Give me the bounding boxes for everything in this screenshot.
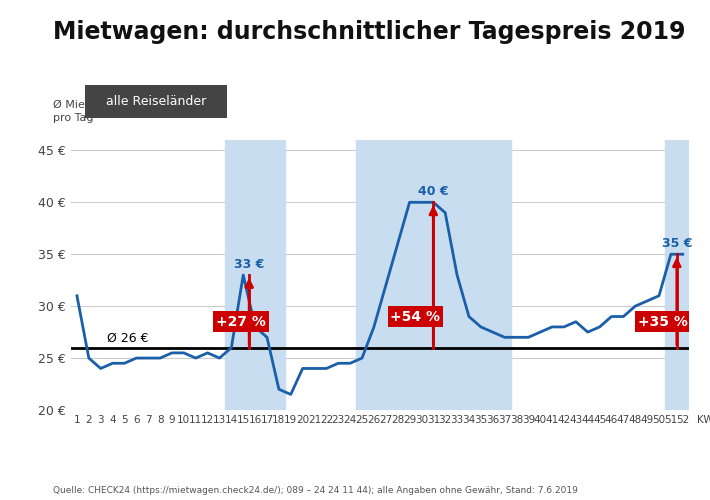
Text: Ø 26 €: Ø 26 € [106, 332, 148, 344]
Text: Mietwagen: durchschnittlicher Tagespreis 2019: Mietwagen: durchschnittlicher Tagespreis… [53, 20, 686, 44]
Text: +54 %: +54 % [391, 310, 440, 324]
Text: Ø Mietpreis
pro Tag: Ø Mietpreis pro Tag [53, 100, 116, 124]
FancyBboxPatch shape [213, 312, 269, 332]
FancyBboxPatch shape [388, 306, 444, 327]
FancyBboxPatch shape [635, 312, 691, 332]
Bar [356, 140, 510, 410]
Text: +27 %: +27 % [216, 314, 266, 328]
Bar [226, 140, 285, 410]
Text: Quelle: CHECK24 (https://mietwagen.check24.de/); 089 – 24 24 11 44); alle Angabe: Quelle: CHECK24 (https://mietwagen.check… [53, 486, 578, 495]
Text: 40 €: 40 € [418, 185, 449, 198]
Text: alle Reiseländer: alle Reiseländer [106, 95, 207, 108]
Text: 33 €: 33 € [234, 258, 264, 271]
Text: 35 €: 35 € [662, 237, 692, 250]
Text: +35 %: +35 % [638, 314, 687, 328]
Text: KW: KW [697, 415, 710, 425]
Bar [665, 140, 689, 410]
